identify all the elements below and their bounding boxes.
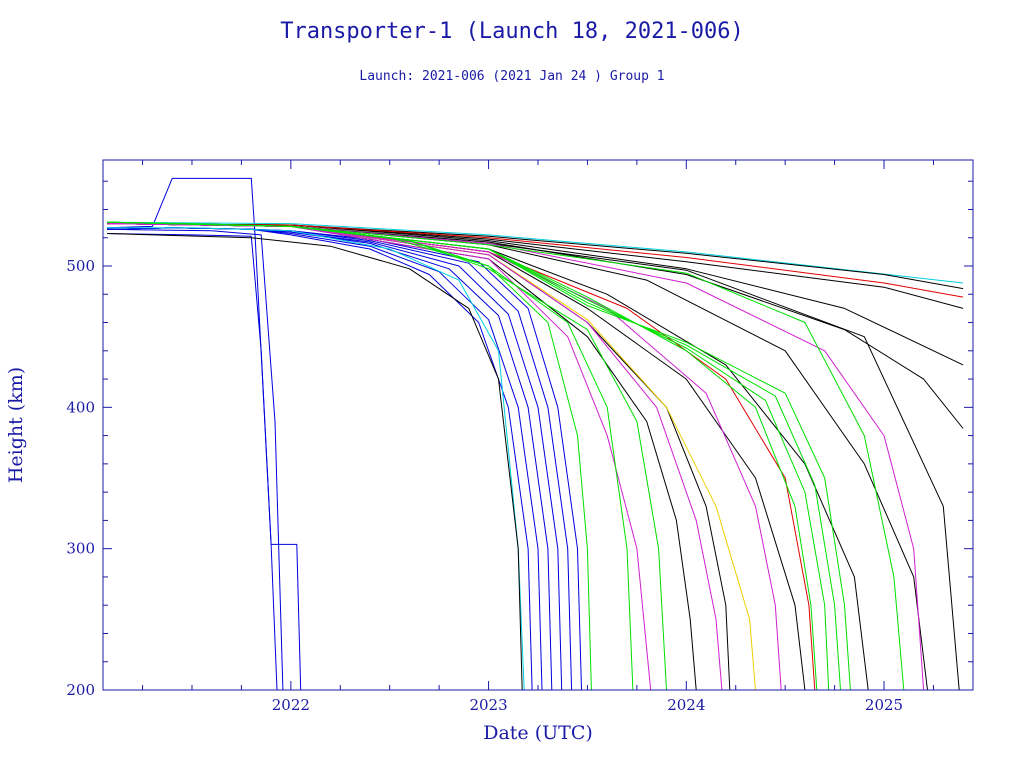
series-line-cyan-11 — [106, 221, 964, 284]
series-line-magenta-27 — [106, 223, 652, 690]
x-tick-label: 2024 — [667, 696, 705, 714]
chart-title: Transporter-1 (Launch 18, 2021-006) — [280, 19, 744, 44]
series-line-blue-5 — [106, 227, 543, 690]
x-tick-label: 2023 — [469, 696, 507, 714]
x-tick-label: 2025 — [865, 696, 903, 714]
series-line-blue-3 — [106, 228, 284, 690]
series-line-blue-1 — [106, 233, 278, 690]
series-line-green-31 — [106, 221, 634, 690]
series-line-blue-8 — [106, 227, 573, 690]
y-tick-label: 200 — [66, 681, 95, 699]
series-line-magenta-29 — [106, 223, 782, 690]
y-tick-label: 500 — [66, 257, 95, 275]
series-line-black-19 — [106, 223, 806, 690]
series-line-green-37 — [106, 221, 905, 690]
series-line-cyan-10 — [107, 227, 525, 690]
series-line-green-32 — [106, 221, 667, 690]
series-line-blue-2 — [106, 177, 302, 690]
series-line-green-36 — [106, 221, 851, 690]
series-line-green-30 — [106, 221, 592, 690]
y-axis-label: Height (km) — [5, 367, 27, 483]
x-axis-label: Date (UTC) — [483, 722, 593, 744]
series-layer — [106, 177, 964, 690]
series-line-black-21 — [106, 223, 697, 690]
series-line-black-12 — [106, 233, 523, 690]
y-tick-label: 400 — [66, 398, 95, 416]
axis-layer: 2022 2023 2024 2025 200 300 400 500 — [66, 160, 973, 714]
series-line-green-34 — [106, 221, 830, 690]
series-line-blue-6 — [106, 227, 553, 690]
x-tick-label: 2022 — [272, 696, 310, 714]
series-line-green-33 — [106, 221, 818, 690]
y-tick-label: 300 — [66, 540, 95, 558]
series-line-yellow-25 — [106, 223, 756, 690]
series-line-red-23 — [106, 223, 964, 298]
series-line-blue-7 — [106, 227, 563, 690]
series-line-blue-9 — [106, 227, 582, 690]
chart-subtitle: Launch: 2021-006 (2021 Jan 24 ) Group 1 — [359, 69, 664, 84]
series-line-black-20 — [106, 223, 731, 690]
